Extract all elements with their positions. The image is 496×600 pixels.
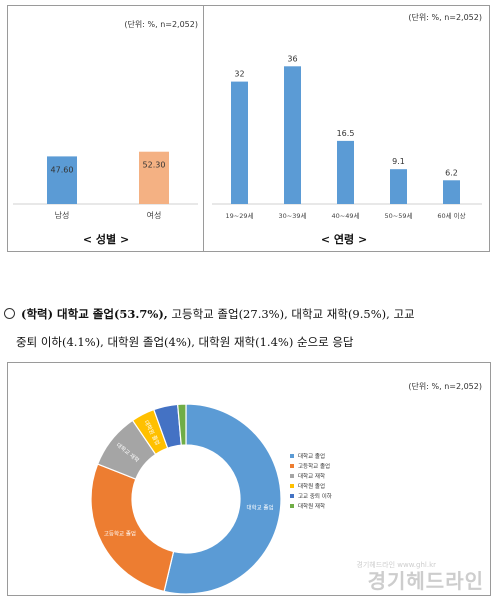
legend-swatch-0 bbox=[290, 454, 294, 458]
gender-category-label-0: 남성 bbox=[55, 211, 70, 220]
donut-slice-5 bbox=[177, 403, 187, 446]
donut-slice-1 bbox=[90, 463, 175, 593]
education-summary: (학력) 대학교 졸업(53.7%), 고등학교 졸업(27.3%), 대학교 … bbox=[4, 300, 489, 356]
donut-slice-0 bbox=[163, 403, 282, 595]
donut-slice-label-0: 대학교 졸업 bbox=[246, 504, 273, 512]
watermark-subtext: 경기헤드라인 www.ghl.kr bbox=[356, 561, 436, 569]
donut-slice-label-1: 고등학교 졸업 bbox=[104, 529, 136, 537]
education-unit-note: (단위: %, n=2,052) bbox=[408, 381, 482, 391]
legend-swatch-4 bbox=[290, 494, 294, 498]
age-bar-2 bbox=[337, 140, 354, 204]
legend-label-0: 대학교 졸업 bbox=[298, 452, 325, 460]
gender-value-label-0: 47.60 bbox=[51, 165, 74, 174]
age-value-label-4: 6.2 bbox=[445, 168, 458, 177]
age-bar-1 bbox=[284, 66, 301, 204]
age-category-label-0: 19~29세 bbox=[226, 211, 254, 220]
legend-label-3: 대학원 졸업 bbox=[298, 482, 325, 490]
summary-line-2: 중퇴 이하(4.1%), 대학원 졸업(4%), 대학원 재학(1.4%) 순으… bbox=[16, 335, 354, 349]
age-chart-title: < 연령 > bbox=[321, 232, 367, 246]
age-value-label-3: 9.1 bbox=[392, 157, 405, 166]
age-category-label-4: 60세 이상 bbox=[437, 211, 465, 220]
education-chart-panel: (단위: %, n=2,052) 대학교 졸업 고등학교 졸업 대학교 재학 대학원 … bbox=[7, 362, 491, 596]
age-category-label-2: 40~49세 bbox=[332, 211, 360, 220]
legend-label-1: 고등학교 졸업 bbox=[298, 462, 330, 470]
gender-bar-chart: (단위: %, n=2,052) 47.60 남성 52.30 여성 < 성별 > bbox=[13, 19, 198, 246]
age-value-label-0: 32 bbox=[234, 70, 244, 79]
age-bar-4 bbox=[443, 180, 460, 204]
legend-swatch-3 bbox=[290, 484, 294, 488]
gender-category-label-1: 여성 bbox=[147, 210, 162, 220]
summary-line-1: (학력) 대학교 졸업(53.7%), 고등학교 졸업(27.3%), 대학교 … bbox=[4, 300, 489, 328]
watermark-logo: 경기헤드라인 bbox=[367, 569, 484, 593]
gender-bar-1 bbox=[139, 151, 169, 204]
bullet-circle-icon bbox=[4, 308, 15, 319]
legend-label-2: 대학교 재학 bbox=[298, 472, 325, 480]
gender-chart-panel: (단위: %, n=2,052) 47.60 남성 52.30 여성 < 성별 > bbox=[7, 5, 205, 252]
age-value-label-1: 36 bbox=[287, 54, 297, 63]
age-chart-panel: (단위: %, n=2,052) 32 19~29세 36 30~39세 16.5 40~… bbox=[203, 5, 490, 252]
summary-highlight: (학력) 대학교 졸업(53.7%), bbox=[21, 307, 168, 321]
legend-swatch-2 bbox=[290, 474, 294, 478]
age-bar-0 bbox=[231, 81, 248, 204]
gender-value-label-1: 52.30 bbox=[143, 161, 166, 170]
age-category-label-1: 30~39세 bbox=[279, 211, 307, 220]
age-value-label-2: 16.5 bbox=[337, 129, 355, 138]
legend-label-5: 대학원 재학 bbox=[298, 502, 325, 510]
legend-label-4: 고교 중퇴 이하 bbox=[298, 492, 332, 500]
age-unit-note: (단위: %, n=2,052) bbox=[408, 12, 482, 22]
gender-chart-title: < 성별 > bbox=[83, 232, 129, 246]
legend-swatch-1 bbox=[290, 464, 294, 468]
age-category-label-3: 50~59세 bbox=[385, 211, 413, 220]
age-bar-3 bbox=[390, 169, 407, 204]
age-bar-chart: (단위: %, n=2,052) 32 19~29세 36 30~39세 16.5 40~… bbox=[212, 12, 482, 246]
summary-line-1-rest: 고등학교 졸업(27.3%), 대학교 재학(9.5%), 고교 bbox=[167, 307, 415, 321]
gender-unit-note: (단위: %, n=2,052) bbox=[124, 19, 198, 29]
legend-swatch-5 bbox=[290, 504, 294, 508]
gender-bar-0 bbox=[47, 156, 77, 204]
